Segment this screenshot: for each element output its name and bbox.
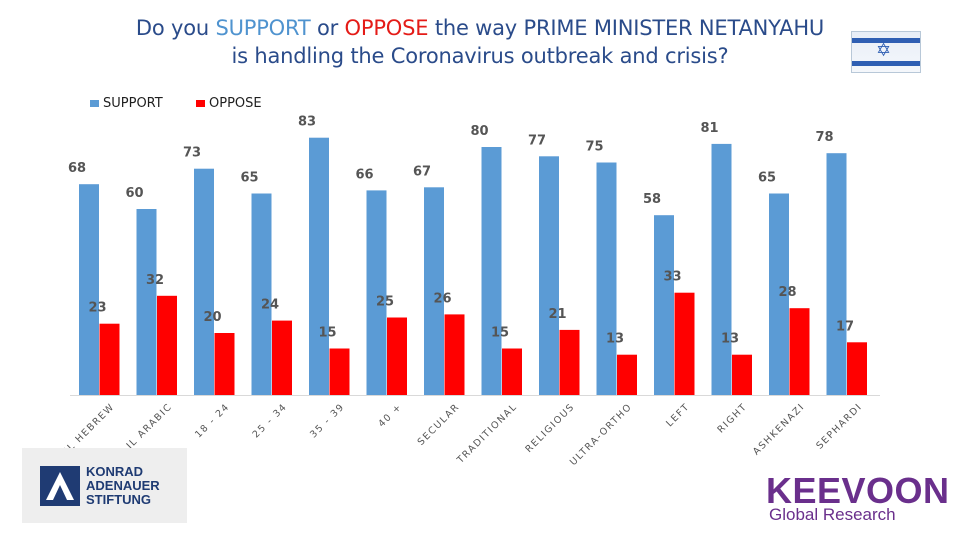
bar-oppose [272, 320, 292, 395]
category-label: ULTRA-ORTHO [568, 401, 635, 468]
legend-swatch-support [90, 100, 99, 107]
bar-support [309, 137, 329, 395]
data-label-support: 78 [815, 130, 833, 145]
bar-support [826, 153, 847, 395]
keevoon-subtitle: Global Research [769, 505, 896, 524]
bar-oppose [559, 329, 580, 395]
category-label: 25 - 34 [251, 401, 290, 440]
title-suffix: the way PRIME MINISTER NETANYAHU [428, 16, 825, 40]
bar-support [366, 190, 387, 395]
data-label-support: 66 [355, 167, 373, 182]
bar-oppose [99, 323, 120, 395]
data-label-support: 80 [470, 124, 488, 139]
data-label-support: 73 [183, 146, 201, 161]
data-label-oppose: 33 [663, 270, 681, 285]
legend-label-oppose: OPPOSE [209, 96, 262, 111]
legend-swatch-oppose [196, 100, 205, 107]
legend-item-oppose: OPPOSE [196, 96, 262, 111]
kas-logo-mark-icon [40, 466, 80, 506]
bar-support [251, 193, 272, 395]
data-label-oppose: 26 [433, 291, 451, 306]
data-label-support: 68 [68, 161, 86, 176]
category-label: RELIGIOUS [524, 401, 578, 455]
data-label-oppose: 15 [491, 326, 509, 341]
category-label: RIGHT [716, 401, 750, 435]
bar-oppose [444, 314, 465, 395]
title-line-1: Do you SUPPORT or OPPOSE the way PRIME M… [40, 14, 920, 42]
kas-line-1: KONRAD [86, 464, 144, 479]
data-label-oppose: 25 [376, 295, 394, 310]
kas-line-3: STIFTUNG [86, 492, 151, 507]
bar-oppose [674, 292, 695, 395]
data-label-support: 83 [298, 115, 316, 130]
data-label-support: 65 [240, 171, 258, 186]
bar-support [596, 162, 617, 395]
category-label: LEFT [664, 401, 692, 429]
title-prefix: Do you [135, 16, 216, 40]
data-label-support: 81 [700, 121, 718, 136]
category-label: TRADITIONAL [454, 401, 519, 466]
category-label: 35 - 39 [308, 401, 347, 440]
bar-support [481, 147, 502, 395]
bar-support [194, 168, 214, 395]
data-label-support: 67 [413, 164, 431, 179]
title-mid: or [310, 16, 345, 40]
data-label-oppose: 24 [261, 298, 279, 313]
bar-oppose [387, 317, 407, 395]
data-label-support: 65 [758, 171, 776, 186]
category-label: ASHKENAZI [751, 401, 807, 457]
bar-oppose [502, 348, 522, 395]
category-label: 18 - 24 [193, 401, 232, 440]
keevoon-name: KEEVOON [766, 470, 950, 511]
data-label-oppose: 13 [606, 332, 624, 347]
bar-support [539, 156, 559, 395]
bar-support [136, 209, 157, 395]
title-oppose-word: OPPOSE [344, 16, 429, 40]
category-label: IL ARABIC [125, 401, 175, 451]
kas-line-2: ADENAUER [86, 478, 160, 493]
bar-support [424, 187, 444, 395]
bar-support [654, 215, 674, 395]
bar-oppose [789, 308, 810, 395]
data-label-oppose: 32 [146, 273, 164, 288]
bar-oppose [214, 333, 235, 395]
bar-support [711, 143, 732, 395]
israeli-flag-icon: ✡ [851, 31, 921, 73]
data-label-oppose: 17 [836, 319, 854, 334]
category-label: SEPHARDI [814, 401, 864, 451]
data-label-oppose: 23 [88, 301, 106, 316]
data-label-oppose: 15 [318, 326, 336, 341]
chart-title: Do you SUPPORT or OPPOSE the way PRIME M… [40, 14, 920, 70]
data-label-support: 75 [585, 140, 603, 155]
bar-support [769, 193, 789, 395]
data-label-oppose: 21 [548, 307, 566, 322]
bar-oppose [732, 354, 752, 395]
data-label-oppose: 28 [778, 285, 796, 300]
keevoon-logo: KEEVOON Global Research [766, 472, 949, 524]
data-label-support: 60 [125, 186, 143, 201]
legend-item-support: SUPPORT [90, 96, 163, 111]
bar-oppose [329, 348, 350, 395]
data-label-support: 58 [643, 192, 661, 207]
konrad-adenauer-logo: KONRAD ADENAUER STIFTUNG [22, 448, 187, 523]
bar-oppose [617, 354, 637, 395]
bar-oppose [847, 342, 867, 395]
category-label: 40 + [376, 401, 404, 429]
data-label-oppose: 13 [721, 332, 739, 347]
bar-oppose [157, 295, 177, 395]
kas-logo-text: KONRAD ADENAUER STIFTUNG [86, 465, 160, 507]
data-label-support: 77 [528, 133, 546, 148]
title-line-2: is handling the Coronavirus outbreak and… [231, 44, 729, 68]
category-label: SECULAR [416, 401, 462, 447]
bar-support [79, 184, 99, 395]
title-support-word: SUPPORT [215, 16, 311, 40]
legend-label-support: SUPPORT [103, 96, 163, 111]
data-label-oppose: 20 [203, 310, 221, 325]
